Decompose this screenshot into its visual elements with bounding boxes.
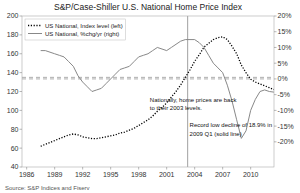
annotation-text: Record low decline of 18.9% in	[190, 122, 272, 128]
y-tick-label: 200	[7, 12, 19, 19]
plot-area	[22, 16, 274, 167]
y-tick-label: 60	[11, 145, 19, 152]
y-tick-label: 180	[7, 31, 19, 38]
y-tick	[20, 91, 23, 92]
reference-line	[22, 78, 274, 79]
y-tick-label: 80	[11, 126, 19, 133]
legend-label: US National, %chg/yr (right)	[45, 31, 119, 37]
series-line	[41, 37, 274, 146]
y2-tick-label: -5%	[278, 91, 290, 98]
x-tick	[54, 167, 55, 170]
reference-line	[22, 77, 274, 78]
y-tick	[20, 167, 23, 168]
legend-swatch	[28, 33, 42, 34]
y2-tick-label: 20%	[278, 12, 292, 19]
y2-tick-label: -10%	[278, 107, 294, 114]
legend-box	[25, 19, 126, 40]
y-tick-label: 140	[7, 69, 19, 76]
x-tick	[26, 167, 27, 170]
y-tick	[20, 16, 23, 17]
y2-tick-label: 15%	[278, 28, 292, 35]
y-tick-label: 100	[7, 107, 19, 114]
chart: S&P/Case-Shiller U.S. National Home Pric…	[0, 0, 300, 193]
reference-line	[187, 16, 188, 167]
y2-tick	[274, 110, 277, 111]
x-tick-label: 2010	[243, 171, 259, 178]
plot-frame	[22, 16, 274, 167]
y-tick	[20, 53, 23, 54]
title: S&P/Case-Shiller U.S. National Home Pric…	[54, 2, 243, 12]
y-tick	[20, 72, 23, 73]
y2-tick-label: 5%	[278, 60, 288, 67]
x-tick-label: 2001	[159, 171, 175, 178]
y2-tick-label: -15%	[278, 123, 294, 130]
y-tick	[20, 129, 23, 130]
y-tick	[20, 34, 23, 35]
legend: US National, Index level (left) US Nation…	[25, 19, 126, 40]
legend-swatch	[28, 25, 42, 26]
annotation: Nationally, home prices are back to their…	[150, 97, 238, 111]
legend-label: US National, Index level (left)	[45, 23, 123, 29]
x-tick	[110, 167, 111, 170]
x-tick	[166, 167, 167, 170]
x-tick	[82, 167, 83, 170]
x-tick-label: 1992	[75, 171, 91, 178]
y2-tick	[274, 31, 277, 32]
y-tick-label: 40	[11, 163, 19, 170]
y2-tick-label: 10%	[278, 44, 292, 51]
x-tick-label: 2004	[187, 171, 203, 178]
annotation: Record low decline of 18.9% in 2009 Q1 (s…	[190, 122, 272, 136]
x-tick-label: 2007	[215, 171, 231, 178]
x-tick	[194, 167, 195, 170]
y2-tick	[274, 141, 277, 142]
y2-tick	[274, 16, 277, 17]
y2-tick	[274, 126, 277, 127]
y2-tick	[274, 94, 277, 95]
annotation-text: to their 2003 levels.	[150, 105, 202, 111]
y2-tick	[274, 78, 277, 79]
series-line	[41, 40, 274, 139]
annotation-text: 2009 Q1 (solid line)	[190, 131, 242, 137]
x-tick-label: 1989	[47, 171, 63, 178]
y2-tick-label: -20%	[278, 138, 294, 145]
y-tick	[20, 148, 23, 149]
axes: 1986 1989 1992 1995 1998 2001 2004 2007 2010 40 60…	[7, 12, 294, 177]
y2-tick	[274, 63, 277, 64]
y-tick-label: 160	[7, 50, 19, 57]
x-tick-label: 1998	[131, 171, 147, 178]
source: Source: S&P Indices and Fiserv	[5, 185, 90, 191]
x-tick	[250, 167, 251, 170]
x-tick-label: 1995	[103, 171, 119, 178]
x-tick	[138, 167, 139, 170]
y2-tick	[274, 47, 277, 48]
y-tick	[20, 110, 23, 111]
y2-tick-label: 0%	[278, 75, 288, 82]
x-tick-label: 1986	[19, 171, 35, 178]
x-tick	[222, 167, 223, 170]
annotation-text: Nationally, home prices are back	[150, 97, 238, 103]
y-tick-label: 120	[7, 88, 19, 95]
